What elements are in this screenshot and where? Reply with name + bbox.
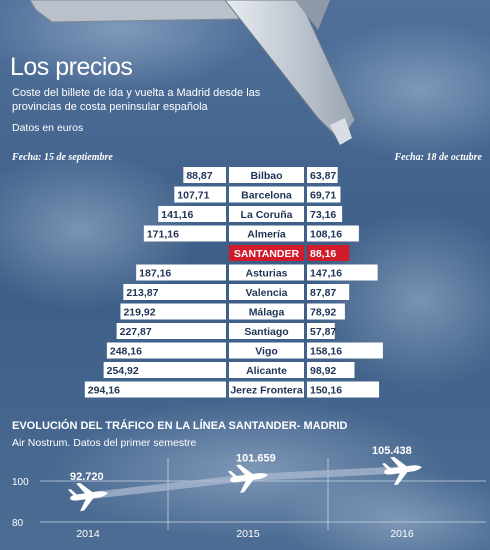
- bar-sep-label-5: 187,16: [139, 268, 171, 280]
- bar-sep-label-10: 254,92: [107, 365, 139, 377]
- bar-oct-label-4: 88,16: [310, 248, 336, 260]
- category-box-2: [229, 206, 304, 222]
- aircraft-photo: [29, 0, 356, 145]
- bar-sep-label-0: 88,87: [186, 170, 212, 182]
- category-box-9: [229, 342, 304, 359]
- bar-sep-label-11: 294,16: [88, 385, 120, 397]
- bar-oct-4: [307, 245, 350, 261]
- bar-sep-3: [143, 225, 226, 242]
- page-title: Los precios: [10, 53, 133, 81]
- category-box-1: [229, 186, 304, 203]
- traffic-value-label-2: 105.438: [372, 445, 412, 457]
- plane-marker-0: [67, 482, 108, 512]
- units-note: Datos en euros: [12, 122, 84, 134]
- bar-oct-3: [307, 225, 359, 242]
- category-box-5: [229, 264, 304, 281]
- category-label-7: Málaga: [249, 307, 285, 319]
- bar-oct-11: [307, 381, 380, 398]
- bar-sep-9: [106, 342, 226, 359]
- category-label-0: Bilbao: [250, 170, 282, 182]
- traffic-year-2: 2016: [390, 528, 414, 540]
- category-box-7: [229, 303, 304, 320]
- traffic-ytick-0: 80: [12, 518, 24, 529]
- category-box-4: [229, 245, 304, 261]
- category-box-6: [229, 284, 304, 300]
- bar-oct-label-1: 69,71: [310, 190, 336, 202]
- bar-oct-10: [307, 362, 355, 378]
- bar-oct-7: [307, 303, 345, 320]
- bar-oct-8: [307, 323, 335, 339]
- bar-sep-label-7: 219,92: [123, 307, 155, 319]
- bar-sep-0: [183, 167, 226, 183]
- bar-oct-1: [307, 186, 341, 203]
- traffic-value-label-1: 101.659: [236, 453, 276, 465]
- traffic-title: EVOLUCIÓN DEL TRÁFICO EN LA LÍNEA SANTAN…: [12, 420, 348, 432]
- plane-marker-1: [227, 464, 268, 493]
- traffic-year-1: 2015: [236, 528, 260, 540]
- plane-marker-2: [381, 456, 422, 486]
- category-label-9: Vigo: [255, 346, 278, 358]
- bar-oct-6: [307, 284, 350, 300]
- category-label-3: Almería: [247, 229, 286, 241]
- bar-sep-1: [174, 186, 226, 203]
- date-left: Fecha: 15 de septiembre: [12, 152, 113, 163]
- category-label-5: Asturias: [245, 268, 287, 280]
- bar-oct-label-11: 150,16: [310, 385, 342, 397]
- category-box-11: [229, 381, 304, 398]
- bar-sep-label-2: 141,16: [161, 209, 193, 221]
- bar-sep-label-8: 227,87: [120, 326, 152, 338]
- bar-sep-10: [103, 362, 226, 378]
- bar-oct-label-10: 98,92: [310, 365, 336, 377]
- date-right: Fecha: 18 de octubre: [394, 152, 483, 163]
- bar-sep-label-1: 107,71: [177, 190, 209, 202]
- bar-sep-label-9: 248,16: [110, 346, 142, 358]
- bar-oct-label-5: 147,16: [310, 268, 342, 280]
- bar-oct-label-3: 108,16: [310, 229, 342, 241]
- category-label-10: Alicante: [246, 365, 287, 377]
- category-box-10: [229, 362, 304, 378]
- bar-oct-label-6: 87,87: [310, 287, 336, 299]
- category-label-8: Santiago: [244, 326, 288, 338]
- category-box-8: [229, 323, 304, 339]
- bar-sep-2: [158, 206, 226, 222]
- category-label-6: Valencia: [245, 287, 287, 299]
- category-box-0: [229, 167, 304, 183]
- bar-oct-0: [307, 167, 338, 183]
- bar-sep-5: [136, 264, 226, 281]
- bar-oct-5: [307, 264, 378, 281]
- bar-sep-6: [123, 284, 226, 300]
- bar-oct-9: [307, 342, 383, 359]
- category-label-1: Barcelona: [241, 190, 292, 202]
- traffic-year-0: 2014: [76, 528, 100, 540]
- bar-oct-label-2: 73,16: [310, 209, 336, 221]
- bar-oct-label-8: 57,87: [310, 326, 336, 338]
- bar-sep-label-6: 213,87: [126, 287, 158, 299]
- category-label-2: La Coruña: [241, 209, 293, 221]
- traffic-subtitle: Air Nostrum. Datos del primer semestre: [12, 437, 197, 449]
- page-subtitle: Coste del billete de ida y vuelta a Madr…: [12, 87, 261, 113]
- category-label-11: Jerez Frontera: [230, 385, 303, 397]
- category-box-3: [229, 225, 304, 242]
- bar-sep-label-3: 171,16: [147, 229, 179, 241]
- bar-oct-label-7: 78,92: [310, 307, 336, 319]
- bar-oct-2: [307, 206, 343, 222]
- bar-sep-11: [84, 381, 227, 398]
- category-label-4: SANTANDER: [234, 248, 300, 260]
- traffic-ytick-1: 100: [12, 477, 29, 488]
- bar-sep-8: [116, 323, 226, 339]
- bar-oct-label-9: 158,16: [310, 346, 342, 358]
- traffic-value-label-0: 92.720: [70, 471, 104, 483]
- bar-sep-7: [120, 303, 226, 320]
- bar-oct-label-0: 63,87: [310, 170, 336, 182]
